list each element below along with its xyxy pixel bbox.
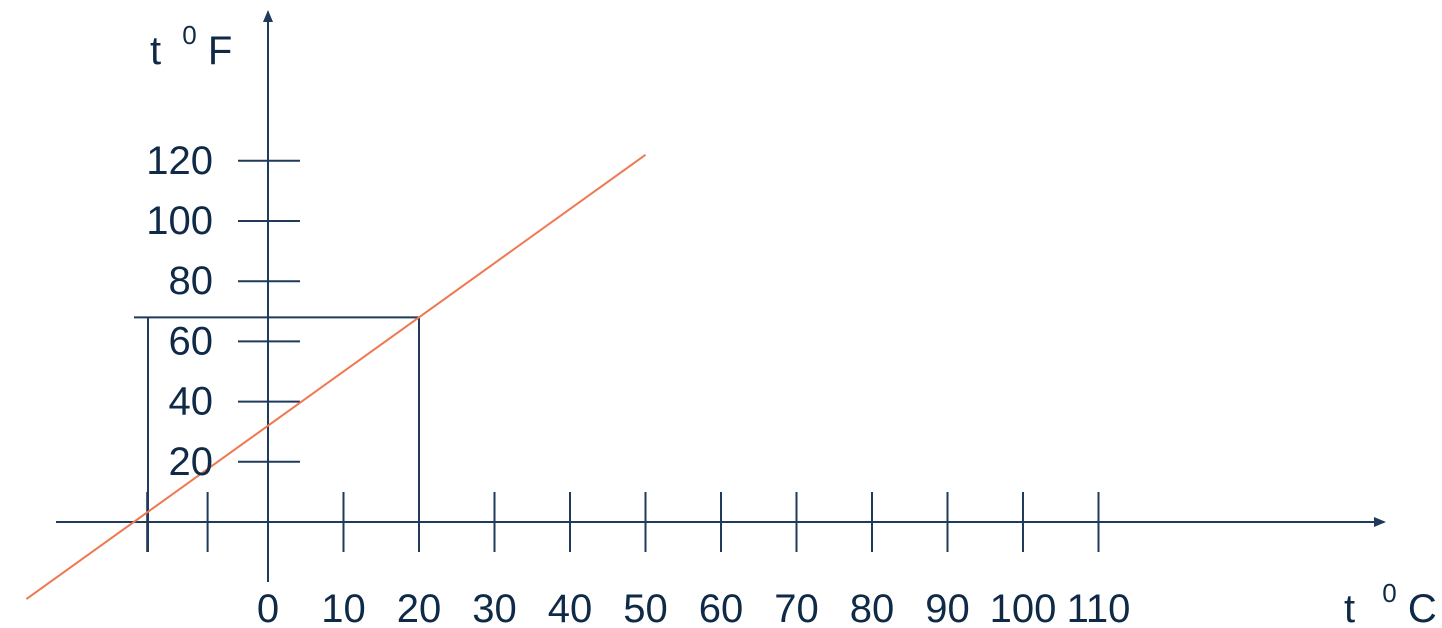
axis-ticks (146, 159, 1100, 552)
y-axis-degree: 0 (182, 20, 196, 50)
series-group (25, 153, 647, 600)
x-axis-symbol: t (1344, 587, 1355, 628)
y-tick-label-20: 20 (169, 440, 214, 484)
x-tick-label-40: 40 (548, 587, 593, 628)
x-tick-label-10: 10 (321, 587, 366, 628)
x-axis-unit: C (1408, 587, 1437, 628)
y-tick-label-100: 100 (146, 199, 213, 243)
x-tick-label-110: 110 (1067, 587, 1131, 628)
series-line-0 (25, 153, 647, 600)
x-axis-label: t 0 C (1344, 567, 1437, 628)
y-tick-label-40: 40 (169, 380, 214, 424)
y-axis-label: t 0 F (150, 9, 232, 73)
x-tick-label-80: 80 (850, 587, 895, 628)
x-tick-label-30: 30 (472, 587, 517, 628)
x-tick-label-20: 20 (397, 587, 442, 628)
x-tick-label-60: 60 (699, 587, 744, 628)
x-axis-degree: 0 (1382, 578, 1396, 608)
x-tick-label-0: 0 (257, 587, 279, 628)
x-tick-label-100: 100 (990, 587, 1057, 628)
y-tick-label-120: 120 (146, 139, 213, 183)
y-axis-unit: F (208, 29, 232, 73)
x-tick-label-50: 50 (623, 587, 668, 628)
y-axis-symbol: t (150, 29, 161, 73)
x-tick-label-70: 70 (774, 587, 819, 628)
y-tick-label-80: 80 (169, 259, 214, 303)
x-tick-label-90: 90 (925, 587, 970, 628)
y-tick-label-60: 60 (169, 319, 214, 363)
